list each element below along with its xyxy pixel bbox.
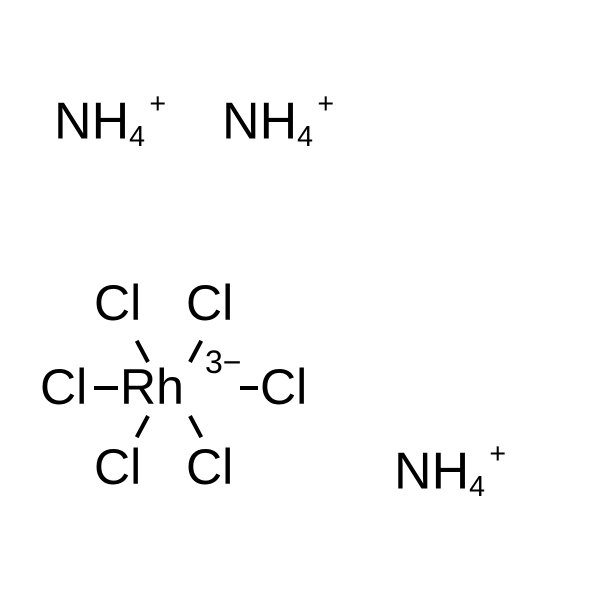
ammonium-3-N: N — [394, 443, 432, 501]
ammonium-3-sub: 4 — [469, 471, 485, 503]
ammonium-2-sub: 4 — [297, 121, 313, 153]
charge-number: 3 — [205, 344, 223, 380]
ammonium-1-charge: + — [149, 88, 166, 120]
ammonium-3: NH4+ — [394, 438, 506, 504]
cl-top-right: Cl — [186, 274, 233, 332]
ammonium-1-N: N — [54, 93, 92, 151]
ammonium-2-charge: + — [317, 88, 334, 120]
ammonium-1-sub: 4 — [129, 121, 145, 153]
rhodium-center: Rh — [120, 358, 184, 416]
ammonium-3-H: H — [432, 443, 470, 501]
bond-bottom-right — [188, 415, 203, 438]
ammonium-2: NH4+ — [222, 88, 334, 154]
bond-top-right — [188, 340, 203, 363]
bond-right — [240, 386, 258, 390]
cl-left: Cl — [40, 358, 87, 416]
cl-bottom-left: Cl — [94, 438, 141, 496]
cl-bottom-right: Cl — [186, 438, 233, 496]
ammonium-1: NH4+ — [54, 88, 166, 154]
chemical-structure-canvas: NH4+ NH4+ NH4+ Cl Cl Cl Cl Cl Cl Rh 3− — [0, 0, 600, 600]
bond-bottom-left — [135, 415, 150, 438]
ammonium-3-charge: + — [489, 438, 506, 470]
ammonium-1-H: H — [92, 93, 130, 151]
bond-left — [94, 386, 118, 390]
ammonium-2-H: H — [260, 93, 298, 151]
ammonium-2-N: N — [222, 93, 260, 151]
charge-sign: − — [223, 344, 242, 380]
complex-charge: 3− — [205, 344, 241, 381]
cl-right: Cl — [260, 358, 307, 416]
cl-top-left: Cl — [94, 274, 141, 332]
